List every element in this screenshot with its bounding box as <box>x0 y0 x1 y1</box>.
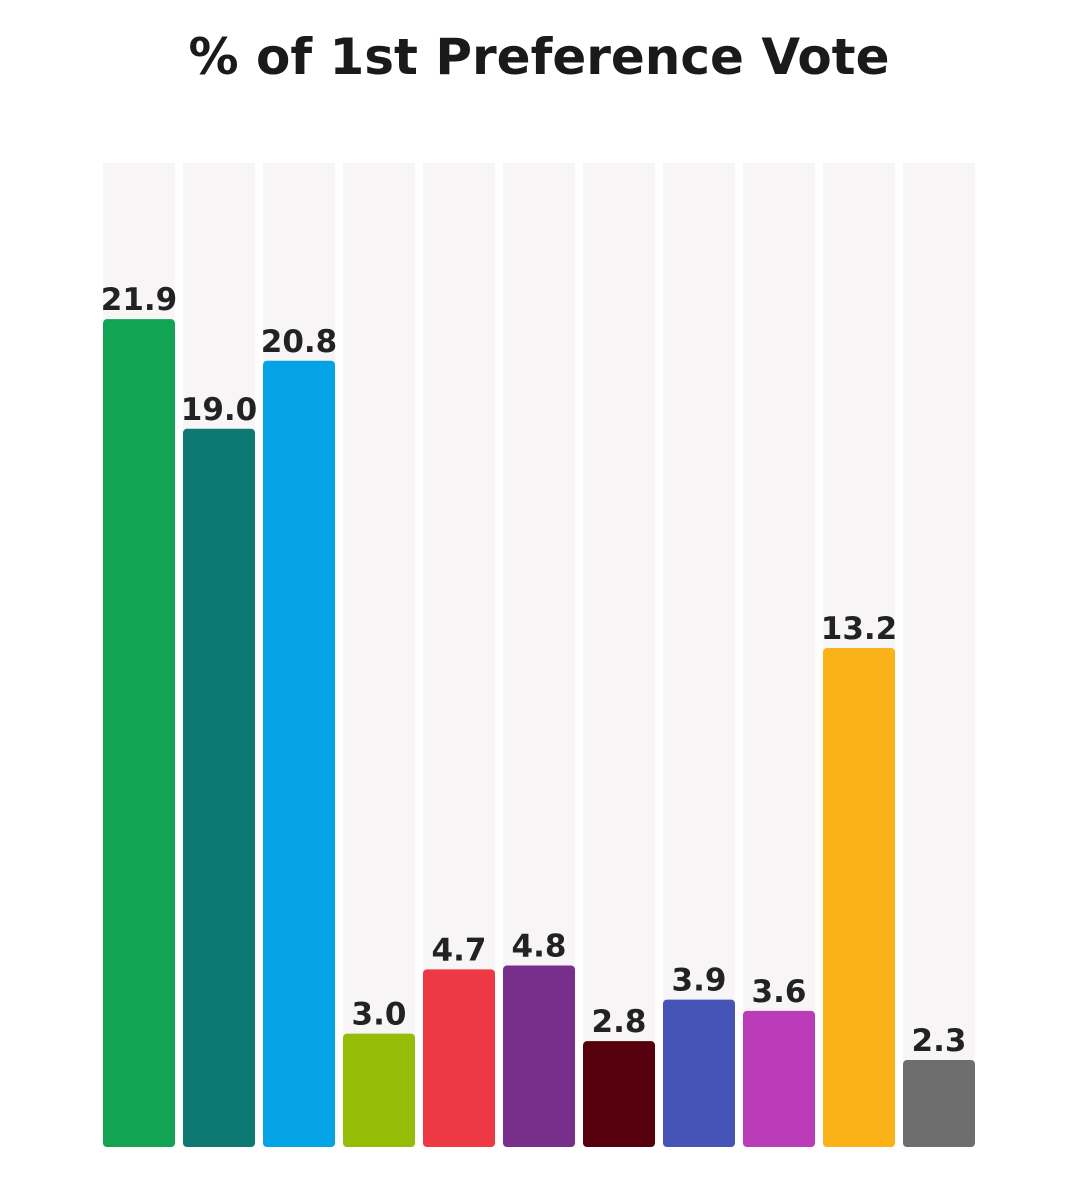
bar <box>103 319 175 1147</box>
bar <box>183 428 255 1147</box>
chart-title: % of 1st Preference Vote <box>188 28 890 86</box>
value-labels: 21.9 19.020.8 3.0 4.7 4.8 2.8 3.9 3.6 13.2 2.3 <box>101 282 967 1059</box>
bar-track <box>343 163 415 1147</box>
bar <box>823 648 895 1147</box>
bar-track <box>663 163 735 1147</box>
bar-value-label: 19.0 <box>181 392 258 428</box>
bar <box>663 999 735 1147</box>
bar-track <box>583 163 655 1147</box>
bar-value-label: 21.9 <box>101 282 178 318</box>
bar-value-label: 13.2 <box>821 611 898 647</box>
bar-value-label: 4.7 <box>432 932 487 968</box>
bar <box>503 965 575 1147</box>
bar-value-label: 3.6 <box>752 974 807 1010</box>
bar-track <box>743 163 815 1147</box>
bar <box>743 1010 815 1147</box>
bar-value-label: 20.8 <box>261 324 338 360</box>
bar-value-label: 3.9 <box>672 963 727 999</box>
bar-value-label: 3.0 <box>352 997 407 1033</box>
bar-track <box>903 163 975 1147</box>
bar <box>903 1060 975 1147</box>
bar-value-label: 2.3 <box>912 1023 967 1059</box>
bar <box>583 1041 655 1147</box>
bar-value-label: 4.8 <box>512 929 567 965</box>
bar <box>263 360 335 1147</box>
bar <box>343 1033 415 1147</box>
bar-value-label: 2.8 <box>592 1004 647 1040</box>
bars <box>103 319 975 1147</box>
bar <box>423 969 495 1147</box>
